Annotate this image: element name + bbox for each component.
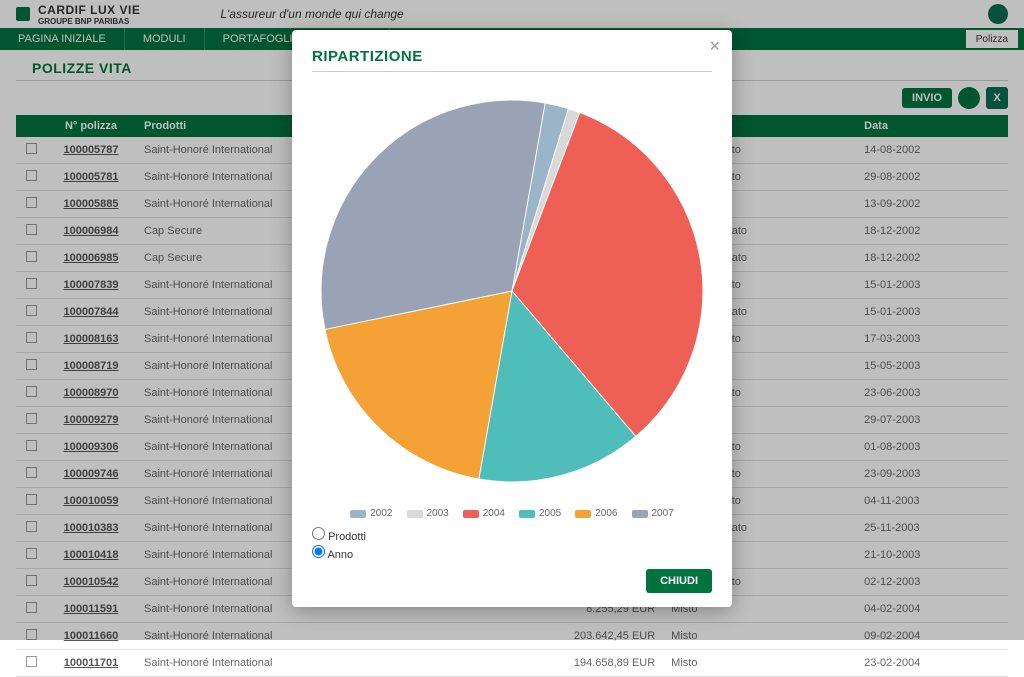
radio-anno[interactable]: Anno bbox=[312, 545, 712, 561]
legend-item[interactable]: 2007 bbox=[632, 508, 674, 519]
cell-categoria: Misto bbox=[663, 650, 856, 677]
row-checkbox[interactable] bbox=[26, 656, 37, 667]
cell-data: 23-02-2004 bbox=[856, 650, 1008, 677]
legend-item[interactable]: 2003 bbox=[407, 508, 449, 519]
legend-item[interactable]: 2005 bbox=[519, 508, 561, 519]
ripartizione-modal: × RIPARTIZIONE 200220032004200520062007 … bbox=[292, 30, 732, 607]
modal-overlay: × RIPARTIZIONE 200220032004200520062007 … bbox=[0, 0, 1024, 640]
legend-item[interactable]: 2004 bbox=[463, 508, 505, 519]
modal-title: RIPARTIZIONE bbox=[312, 48, 712, 72]
pie-chart bbox=[312, 72, 712, 504]
cell-prodotti: Saint-Honoré International bbox=[136, 650, 439, 677]
chart-legend: 2002 2003 2004 2005 2006 2007 bbox=[312, 508, 712, 519]
radio-prodotti[interactable]: Prodotti bbox=[312, 527, 712, 543]
legend-item[interactable]: 2006 bbox=[575, 508, 617, 519]
legend-item[interactable]: 2002 bbox=[350, 508, 392, 519]
close-icon[interactable]: × bbox=[709, 36, 720, 57]
cell-polizza[interactable]: 100011701 bbox=[46, 650, 136, 677]
cell-eval: 194.658,89 EUR bbox=[439, 650, 663, 677]
chiudi-button[interactable]: CHIUDI bbox=[646, 569, 712, 593]
chart-mode-radios: Prodotti Anno bbox=[312, 527, 712, 561]
table-row[interactable]: 100011701Saint-Honoré International194.6… bbox=[16, 650, 1008, 677]
